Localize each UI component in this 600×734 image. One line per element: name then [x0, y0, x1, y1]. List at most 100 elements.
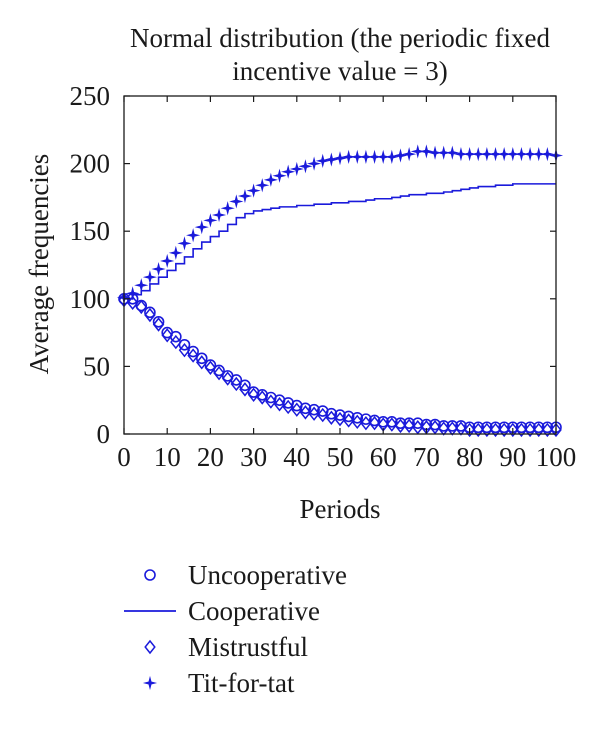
data-point-mistrustful — [507, 422, 519, 438]
data-point-tit-for-tat — [186, 228, 201, 243]
data-point-mistrustful — [334, 411, 346, 427]
x-tick-label: 80 — [456, 442, 483, 472]
data-point-uncooperative — [360, 413, 372, 425]
data-point-tit-for-tat — [497, 147, 512, 162]
data-point-mistrustful — [403, 418, 415, 434]
data-point-tit-for-tat — [151, 261, 166, 277]
data-point-tit-for-tat — [246, 183, 261, 198]
data-point-mistrustful — [178, 342, 191, 358]
data-point-tit-for-tat — [436, 145, 451, 160]
data-point-mistrustful — [342, 413, 355, 428]
legend-marker-diamond — [144, 639, 156, 655]
data-point-tit-for-tat — [289, 161, 304, 177]
data-point-mistrustful — [368, 415, 381, 431]
data-point-mistrustful — [221, 371, 234, 386]
legend-marker-star — [142, 675, 158, 691]
data-point-mistrustful — [351, 414, 364, 430]
data-point-mistrustful — [472, 422, 485, 438]
data-point-tit-for-tat — [263, 172, 278, 187]
data-point-mistrustful — [161, 328, 173, 343]
data-point-tit-for-tat — [272, 168, 287, 183]
data-point-tit-for-tat — [306, 156, 322, 171]
data-point-tit-for-tat — [505, 147, 520, 162]
data-point-uncooperative — [195, 352, 208, 365]
data-point-tit-for-tat — [142, 270, 158, 285]
y-tick-label: 250 — [70, 81, 111, 111]
data-point-uncooperative — [411, 417, 424, 429]
data-point-uncooperative — [541, 421, 554, 434]
data-point-uncooperative — [368, 414, 381, 427]
plot-area — [116, 144, 564, 438]
legend-label: Mistrustful — [188, 632, 308, 662]
chart-title-line-2: incentive value = 3) — [232, 56, 447, 86]
data-point-mistrustful — [524, 422, 536, 438]
data-point-mistrustful — [239, 382, 251, 397]
data-point-mistrustful — [481, 422, 493, 438]
data-point-uncooperative — [386, 416, 398, 428]
legend-label: Uncooperative — [188, 560, 347, 590]
data-point-tit-for-tat — [419, 144, 434, 159]
data-point-tit-for-tat — [220, 201, 235, 216]
data-point-mistrustful — [144, 307, 156, 323]
data-point-mistrustful — [325, 410, 338, 425]
data-point-mistrustful — [195, 355, 208, 370]
data-point-uncooperative — [403, 417, 415, 429]
data-point-tit-for-tat — [237, 188, 253, 204]
data-point-mistrustful — [135, 299, 148, 315]
data-point-mistrustful — [411, 420, 424, 435]
x-tick-label: 70 — [413, 442, 440, 472]
data-point-tit-for-tat — [393, 148, 408, 163]
data-point-tit-for-tat — [522, 147, 538, 162]
y-axis-label: Average frequencies — [24, 154, 54, 375]
data-point-tit-for-tat — [255, 178, 270, 193]
data-point-tit-for-tat — [324, 152, 339, 167]
data-point-tit-for-tat — [462, 147, 477, 162]
data-point-mistrustful — [386, 417, 398, 432]
data-point-mistrustful — [204, 360, 217, 375]
y-tick-label: 50 — [83, 351, 110, 381]
x-tick-label: 50 — [327, 442, 354, 472]
data-point-tit-for-tat — [479, 147, 494, 162]
data-point-tit-for-tat — [341, 149, 356, 164]
data-point-mistrustful — [394, 418, 407, 434]
data-point-uncooperative — [334, 409, 346, 421]
data-point-mistrustful — [170, 334, 182, 350]
data-point-tit-for-tat — [358, 149, 374, 164]
data-point-uncooperative — [446, 420, 459, 432]
data-point-uncooperative — [472, 421, 485, 434]
legend-marker-circle — [144, 569, 156, 581]
axes: 0 10 20 30 40 50 60 70 80 90 100 0 50 100 150 200 250 — [70, 81, 577, 472]
legend-label: Tit-for-tat — [188, 668, 295, 698]
data-point-mistrustful — [213, 365, 225, 381]
data-point-mistrustful — [463, 422, 476, 438]
data-point-tit-for-tat — [160, 253, 175, 269]
x-axis-label: Periods — [300, 494, 381, 524]
data-point-mistrustful — [273, 397, 286, 412]
data-point-uncooperative — [144, 306, 156, 319]
y-tick-label: 150 — [70, 216, 111, 246]
series-uncooperative — [118, 292, 562, 434]
data-point-uncooperative — [481, 421, 493, 434]
data-point-tit-for-tat — [332, 151, 348, 166]
x-tick-label: 10 — [154, 442, 181, 472]
series-cooperative — [124, 183, 556, 300]
data-point-tit-for-tat — [514, 147, 529, 162]
legend: Uncooperative Cooperative Mistrustful Tit-f… — [124, 560, 347, 698]
y-tick-label: 200 — [70, 149, 111, 179]
data-point-mistrustful — [316, 407, 329, 423]
data-point-tit-for-tat — [376, 149, 391, 164]
data-point-tit-for-tat — [410, 144, 425, 159]
data-point-uncooperative — [178, 338, 191, 351]
data-point-uncooperative — [489, 421, 502, 434]
chart-title-line-1: Normal distribution (the periodic fixed — [130, 23, 550, 53]
data-point-uncooperative — [351, 411, 364, 424]
series-tit-for-tat — [116, 144, 564, 305]
data-point-mistrustful — [550, 422, 562, 438]
data-point-uncooperative — [498, 421, 510, 434]
data-point-uncooperative — [429, 418, 441, 431]
data-point-tit-for-tat — [350, 149, 365, 164]
data-point-tit-for-tat — [134, 278, 149, 293]
data-point-mistrustful — [247, 387, 260, 402]
